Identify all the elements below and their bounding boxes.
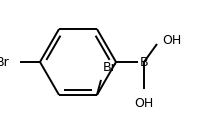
Text: Br: Br	[103, 61, 117, 74]
Text: Br: Br	[0, 55, 10, 68]
Text: B: B	[140, 55, 148, 68]
Text: OH: OH	[162, 34, 181, 47]
Text: OH: OH	[134, 97, 154, 110]
